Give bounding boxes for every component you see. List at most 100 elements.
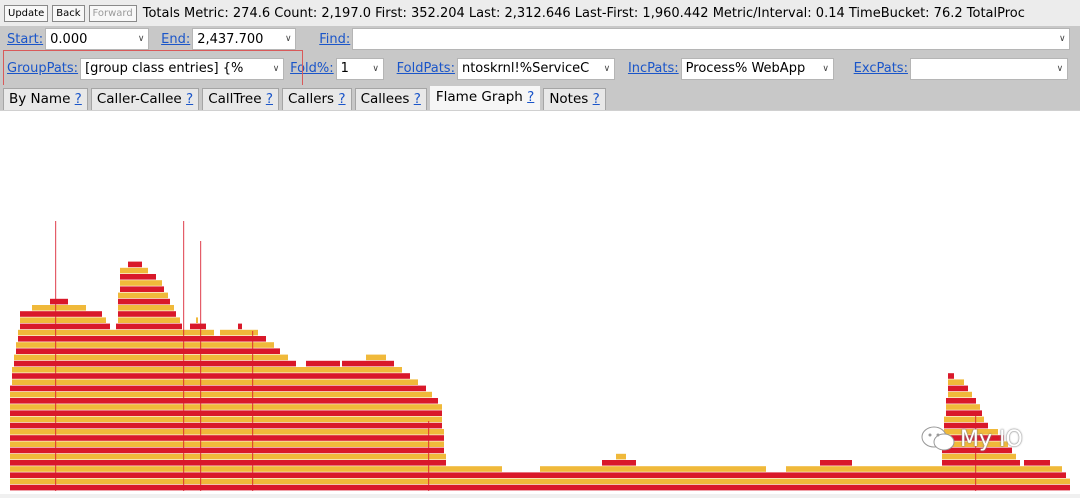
flame-frame[interactable] — [32, 305, 86, 311]
flame-frame[interactable] — [12, 367, 402, 373]
start-combo[interactable]: 0.000 ∨ — [45, 28, 150, 50]
flame-frame[interactable] — [10, 416, 442, 423]
flame-frame[interactable] — [942, 447, 1012, 454]
tab-callers[interactable]: Callers ? — [282, 88, 352, 110]
flame-frame[interactable] — [12, 379, 418, 385]
flame-frame[interactable] — [50, 298, 68, 305]
chevron-down-icon[interactable]: ∨ — [272, 63, 280, 74]
flame-frame[interactable] — [18, 329, 214, 336]
help-link[interactable]: ? — [265, 91, 273, 107]
tab-caller-callee[interactable]: Caller-Callee ? — [90, 88, 200, 110]
flame-frame[interactable] — [944, 435, 1004, 441]
help-link[interactable]: ? — [186, 91, 194, 107]
tab-callees[interactable]: Callees ? — [354, 88, 427, 110]
foldpats-combo[interactable]: ntoskrnl!%ServiceC ∨ — [456, 57, 615, 80]
flame-frame[interactable] — [306, 360, 340, 367]
flame-frame[interactable] — [118, 317, 180, 323]
flame-frame[interactable] — [238, 323, 242, 330]
flame-frame[interactable] — [540, 466, 766, 472]
flame-frame[interactable] — [10, 453, 446, 460]
flame-frame[interactable] — [10, 472, 1066, 478]
flame-frame[interactable] — [128, 261, 142, 268]
flame-frame[interactable] — [10, 404, 442, 410]
chevron-down-icon[interactable]: ∨ — [1056, 63, 1064, 74]
flame-frame[interactable] — [120, 267, 148, 274]
help-link[interactable]: ? — [527, 89, 535, 105]
flame-frame[interactable] — [12, 373, 410, 379]
flame-graph-canvas[interactable] — [0, 111, 1080, 494]
flame-frame[interactable] — [944, 422, 988, 429]
flame-frame[interactable] — [20, 317, 106, 323]
chevron-down-icon[interactable]: ∨ — [1058, 34, 1066, 44]
flame-spike[interactable] — [200, 241, 202, 491]
flame-frame[interactable] — [948, 385, 968, 392]
help-link[interactable]: ? — [413, 91, 421, 107]
foldpats-link[interactable]: FoldPats: — [396, 61, 455, 76]
forward-button[interactable]: Forward — [88, 4, 137, 22]
flame-spike[interactable] — [55, 221, 57, 491]
chevron-down-icon[interactable]: ∨ — [822, 63, 829, 74]
flame-frame[interactable] — [942, 453, 1016, 460]
flame-frame[interactable] — [10, 466, 502, 472]
flame-frame[interactable] — [118, 292, 168, 299]
tab-flame-graph[interactable]: Flame Graph ? — [429, 86, 541, 110]
flame-frame[interactable] — [190, 323, 206, 330]
flame-spike[interactable] — [428, 421, 430, 491]
flame-frame[interactable] — [10, 460, 446, 466]
grouppats-combo[interactable]: [group class entries] {% ∨ — [80, 57, 285, 80]
chevron-down-icon[interactable]: ∨ — [603, 63, 611, 74]
flame-frame[interactable] — [120, 280, 162, 286]
flame-frame[interactable] — [10, 429, 444, 435]
flame-frame[interactable] — [820, 460, 852, 466]
flame-frame[interactable] — [366, 354, 386, 361]
flame-frame[interactable] — [10, 478, 1070, 485]
flame-frame[interactable] — [616, 453, 626, 460]
flame-frame[interactable] — [118, 311, 176, 317]
flame-frame[interactable] — [118, 305, 174, 311]
find-combo[interactable]: ∨ — [352, 28, 1071, 50]
flame-frame[interactable] — [946, 398, 976, 404]
flame-frame[interactable] — [10, 435, 444, 441]
flame-frame[interactable] — [116, 323, 182, 330]
help-link[interactable]: ? — [338, 91, 346, 107]
flame-frame[interactable] — [944, 416, 984, 423]
flame-frame[interactable] — [10, 398, 438, 404]
chevron-down-icon[interactable]: ∨ — [137, 34, 145, 44]
flame-frame[interactable] — [220, 329, 258, 336]
end-link[interactable]: End: — [161, 31, 191, 47]
chevron-down-icon[interactable]: ∨ — [284, 34, 292, 44]
flame-frame[interactable] — [10, 385, 426, 392]
flame-spike[interactable] — [975, 416, 977, 491]
flame-frame[interactable] — [16, 342, 274, 348]
flame-frame[interactable] — [10, 484, 1070, 491]
flame-frame[interactable] — [18, 336, 266, 342]
flame-frame[interactable] — [946, 404, 980, 410]
flame-frame[interactable] — [118, 298, 170, 305]
tab-by-name[interactable]: By Name ? — [3, 88, 88, 110]
incpats-link[interactable]: IncPats: — [627, 61, 679, 76]
excpats-combo[interactable]: ∨ — [909, 57, 1068, 80]
flame-frame[interactable] — [944, 429, 998, 435]
flame-frame[interactable] — [120, 274, 156, 280]
help-link[interactable]: ? — [74, 91, 82, 107]
flame-frame[interactable] — [10, 447, 444, 454]
flame-frame[interactable] — [948, 373, 954, 379]
end-combo[interactable]: 2,437.700 ∨ — [192, 28, 297, 50]
tab-calltree[interactable]: CallTree ? — [202, 88, 279, 110]
chevron-down-icon[interactable]: ∨ — [372, 63, 379, 74]
flame-graph-panel[interactable] — [0, 110, 1080, 494]
flame-frame[interactable] — [942, 460, 1020, 466]
flame-frame[interactable] — [10, 410, 442, 416]
foldpct-link[interactable]: Fold%: — [290, 61, 334, 76]
flame-frame[interactable] — [602, 460, 636, 466]
flame-frame[interactable] — [10, 422, 442, 429]
flame-frame[interactable] — [20, 323, 110, 330]
flame-frame[interactable] — [196, 317, 198, 323]
tab-notes[interactable]: Notes ? — [543, 88, 606, 110]
foldpct-combo[interactable]: 1 ∨ — [335, 57, 384, 80]
start-link[interactable]: Start: — [7, 31, 44, 47]
excpats-link[interactable]: ExcPats: — [853, 61, 908, 76]
grouppats-link[interactable]: GroupPats: — [7, 61, 79, 76]
help-link[interactable]: ? — [592, 91, 600, 107]
flame-frame[interactable] — [120, 286, 164, 292]
